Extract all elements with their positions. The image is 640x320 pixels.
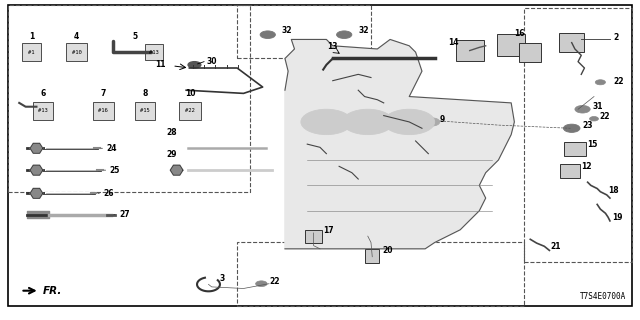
Text: 8: 8 bbox=[142, 89, 147, 98]
FancyBboxPatch shape bbox=[179, 102, 201, 120]
Polygon shape bbox=[30, 188, 43, 198]
Text: 26: 26 bbox=[103, 189, 114, 198]
Text: 19: 19 bbox=[612, 213, 622, 222]
Circle shape bbox=[188, 62, 201, 68]
Circle shape bbox=[563, 124, 580, 132]
Text: 30: 30 bbox=[207, 57, 217, 66]
Text: #1: #1 bbox=[28, 50, 35, 55]
Circle shape bbox=[384, 109, 435, 135]
FancyBboxPatch shape bbox=[564, 142, 586, 156]
Text: 11: 11 bbox=[156, 60, 166, 69]
Text: 3: 3 bbox=[220, 274, 225, 283]
Text: #16: #16 bbox=[99, 108, 108, 113]
Text: FR.: FR. bbox=[43, 286, 62, 296]
Text: 18: 18 bbox=[608, 186, 619, 195]
Text: 20: 20 bbox=[383, 246, 393, 255]
Text: 24: 24 bbox=[106, 144, 117, 153]
Text: #15: #15 bbox=[140, 108, 150, 113]
Text: #22: #22 bbox=[185, 108, 195, 113]
Text: 23: 23 bbox=[582, 121, 593, 130]
Text: 2: 2 bbox=[613, 33, 618, 42]
FancyBboxPatch shape bbox=[33, 102, 53, 120]
Text: 32: 32 bbox=[358, 26, 369, 35]
FancyBboxPatch shape bbox=[67, 43, 87, 61]
Circle shape bbox=[423, 118, 440, 126]
Text: 14: 14 bbox=[449, 38, 459, 47]
Polygon shape bbox=[30, 165, 43, 175]
Text: 1: 1 bbox=[29, 32, 34, 41]
Text: 6: 6 bbox=[40, 89, 45, 98]
Polygon shape bbox=[285, 39, 515, 249]
FancyBboxPatch shape bbox=[456, 40, 484, 61]
Text: #10: #10 bbox=[72, 50, 81, 55]
FancyBboxPatch shape bbox=[22, 43, 41, 61]
FancyBboxPatch shape bbox=[365, 249, 380, 263]
Bar bbox=[524, 8, 632, 261]
FancyBboxPatch shape bbox=[497, 34, 525, 56]
Text: 5: 5 bbox=[132, 32, 138, 41]
Text: 32: 32 bbox=[282, 26, 292, 35]
FancyBboxPatch shape bbox=[520, 43, 541, 61]
Text: 16: 16 bbox=[515, 28, 525, 38]
Text: 22: 22 bbox=[269, 277, 280, 286]
FancyBboxPatch shape bbox=[305, 230, 322, 244]
Circle shape bbox=[342, 109, 394, 135]
Circle shape bbox=[260, 31, 275, 38]
Text: 4: 4 bbox=[74, 32, 79, 41]
FancyBboxPatch shape bbox=[145, 44, 163, 60]
Text: 22: 22 bbox=[613, 77, 623, 86]
Text: 21: 21 bbox=[550, 242, 561, 251]
FancyBboxPatch shape bbox=[134, 102, 155, 120]
FancyBboxPatch shape bbox=[559, 33, 584, 52]
Circle shape bbox=[255, 281, 267, 287]
Circle shape bbox=[337, 31, 352, 38]
Text: 9: 9 bbox=[440, 115, 445, 124]
Text: T7S4E0700A: T7S4E0700A bbox=[580, 292, 626, 301]
Text: 17: 17 bbox=[323, 226, 334, 235]
Text: 15: 15 bbox=[588, 140, 598, 149]
Text: 25: 25 bbox=[109, 166, 120, 175]
Text: 7: 7 bbox=[100, 89, 106, 98]
FancyBboxPatch shape bbox=[559, 164, 580, 178]
Text: 28: 28 bbox=[166, 128, 177, 137]
Text: 27: 27 bbox=[119, 210, 130, 219]
Text: #13: #13 bbox=[38, 108, 48, 113]
Bar bbox=[8, 4, 250, 192]
Polygon shape bbox=[30, 143, 43, 153]
Circle shape bbox=[301, 109, 352, 135]
Text: 13: 13 bbox=[328, 42, 338, 51]
Text: 31: 31 bbox=[593, 102, 604, 111]
FancyBboxPatch shape bbox=[93, 102, 113, 120]
Circle shape bbox=[595, 80, 605, 85]
Text: 22: 22 bbox=[599, 112, 610, 121]
Circle shape bbox=[589, 116, 598, 121]
Text: 29: 29 bbox=[166, 150, 177, 159]
Text: 10: 10 bbox=[185, 89, 195, 98]
Polygon shape bbox=[170, 165, 183, 175]
Text: #13: #13 bbox=[150, 50, 159, 55]
Bar bbox=[237, 243, 524, 306]
Text: 12: 12 bbox=[581, 163, 592, 172]
Circle shape bbox=[575, 105, 590, 113]
Bar bbox=[237, 4, 371, 59]
